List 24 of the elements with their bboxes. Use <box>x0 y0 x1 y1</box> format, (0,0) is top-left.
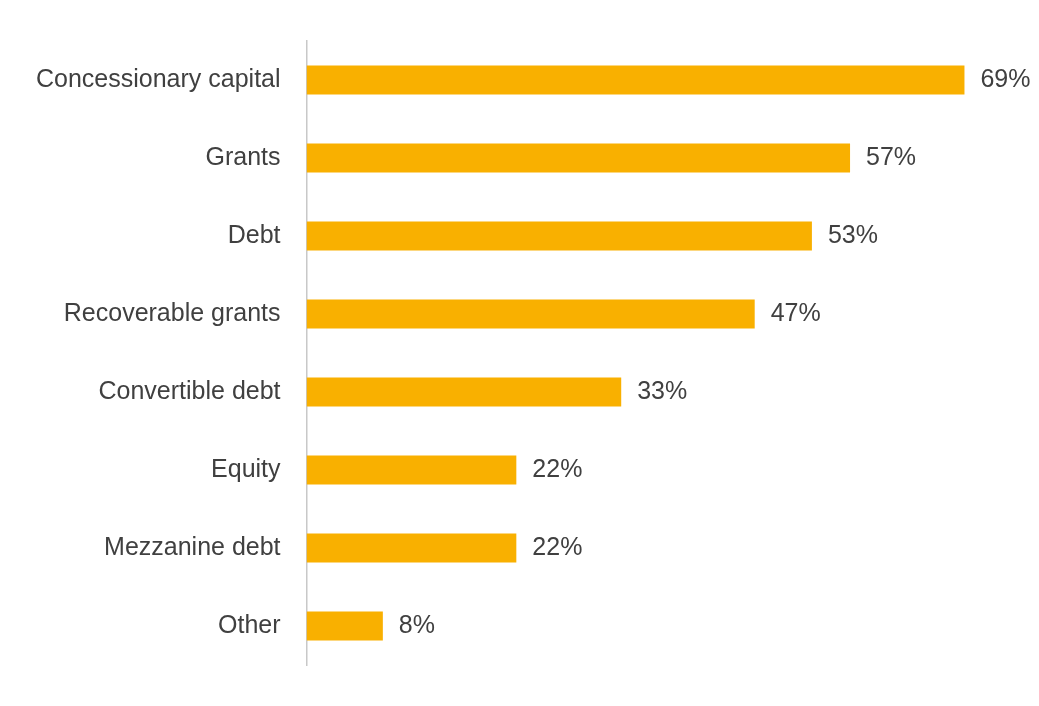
y-tick-label: Mezzanine debt <box>104 531 281 560</box>
y-tick-label: Other <box>218 609 281 638</box>
data-label: 22% <box>532 453 583 482</box>
bar <box>306 221 812 251</box>
y-tick-label: Grants <box>205 141 281 170</box>
data-label: 33% <box>637 375 688 404</box>
data-label: 53% <box>827 219 878 248</box>
y-tick-label: Recoverable grants <box>63 297 281 326</box>
bar <box>306 65 965 95</box>
bar <box>306 377 622 407</box>
y-tick-label: Concessionary capital <box>35 63 281 92</box>
y-tick-label: Debt <box>227 219 281 248</box>
bar <box>306 455 517 485</box>
data-label: 8% <box>398 609 435 638</box>
y-tick-label: Convertible debt <box>98 375 281 404</box>
bar <box>306 143 851 173</box>
data-label: 69% <box>980 63 1031 92</box>
bar <box>306 299 755 329</box>
bar <box>306 611 383 641</box>
y-tick-label: Equity <box>211 453 282 482</box>
data-label: 47% <box>770 297 821 326</box>
bar <box>306 533 517 563</box>
data-label: 57% <box>866 141 917 170</box>
data-label: 22% <box>532 531 583 560</box>
